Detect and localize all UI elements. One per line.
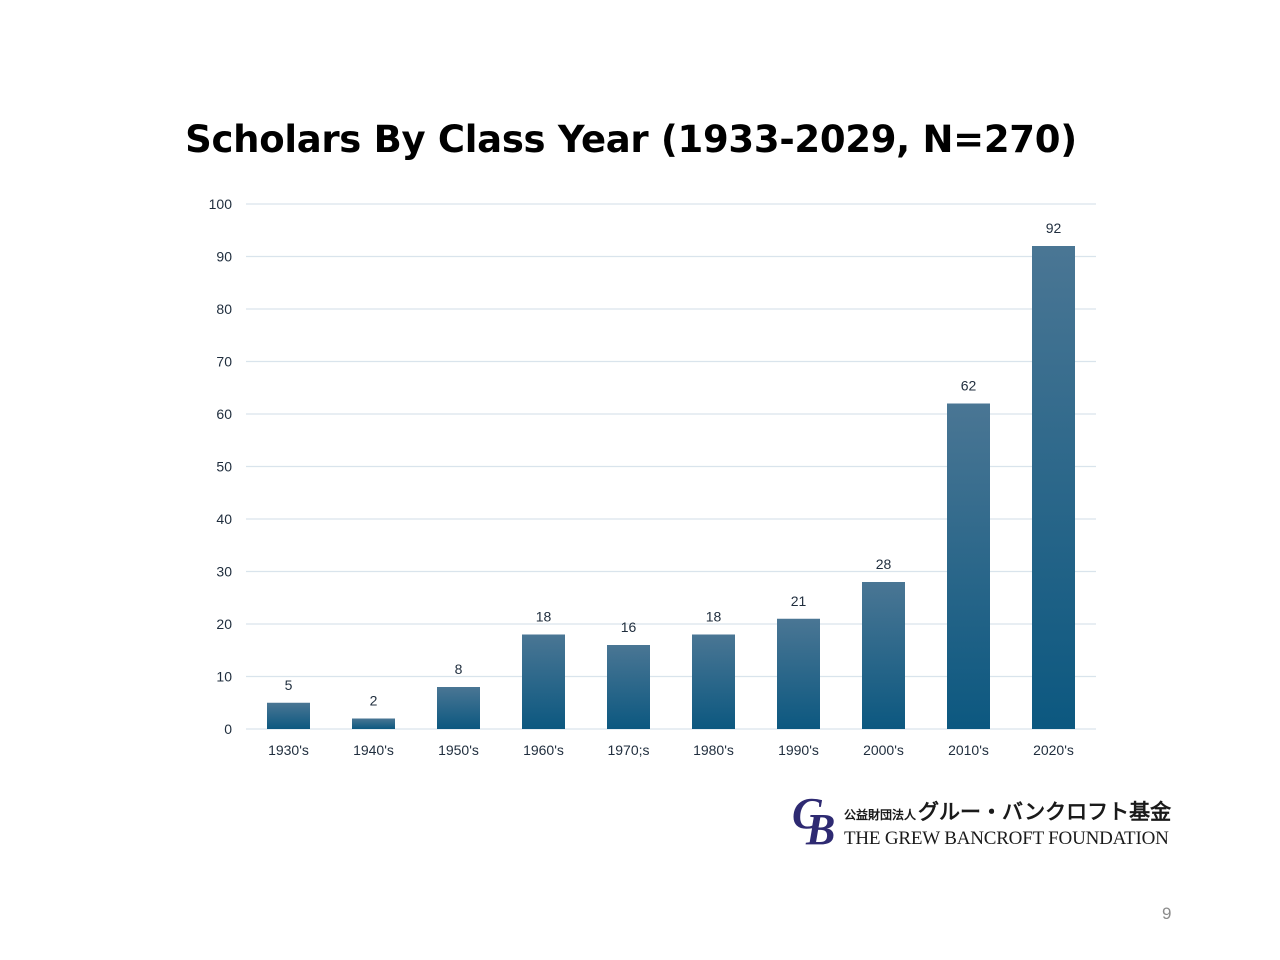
bar [352, 718, 395, 729]
gb-monogram-icon: G B [792, 789, 836, 854]
bar [947, 403, 990, 729]
y-tick-label: 100 [209, 196, 233, 212]
data-label: 92 [1046, 220, 1062, 236]
grew-bancroft-logo: G B 公益財団法人グルー・バンクロフト基金 THE GREW BANCROFT… [790, 789, 1171, 854]
bars [267, 246, 1075, 729]
y-tick-label: 20 [216, 616, 232, 632]
x-tick-label: 1990's [778, 742, 819, 758]
x-tick-label: 2000's [863, 742, 904, 758]
data-label: 8 [455, 661, 463, 677]
data-label: 16 [621, 619, 637, 635]
bar [522, 634, 565, 729]
slide-title: Scholars By Class Year (1933-2029, N=270… [185, 118, 1077, 161]
x-tick-label: 1970;s [607, 742, 649, 758]
logo-jp-name: グルー・バンクロフト基金 [918, 799, 1172, 824]
logo-english-name: THE GREW BANCROFT FOUNDATION [844, 828, 1169, 849]
bar [437, 687, 480, 729]
bar [267, 702, 310, 729]
data-label: 18 [706, 609, 722, 625]
bar [862, 582, 905, 729]
x-tick-label: 1980's [693, 742, 734, 758]
data-label: 28 [876, 556, 892, 572]
x-tick-label: 1940's [353, 742, 394, 758]
y-tick-label: 0 [224, 721, 232, 737]
y-tick-label: 50 [216, 459, 232, 475]
gridlines [246, 203, 1096, 730]
y-axis-ticks: 0 10 20 30 40 50 60 70 80 90 100 [209, 196, 233, 737]
data-label: 18 [536, 609, 552, 625]
y-tick-label: 60 [216, 406, 232, 422]
logo-jp-prefix: 公益財団法人 [844, 808, 917, 822]
y-tick-label: 10 [216, 669, 232, 685]
x-tick-label: 2020's [1033, 742, 1074, 758]
data-label: 2 [370, 693, 378, 709]
x-tick-label: 1930's [268, 742, 309, 758]
page-number: 9 [1162, 904, 1172, 923]
bar [692, 634, 735, 729]
y-tick-label: 70 [216, 354, 232, 370]
y-tick-label: 80 [216, 301, 232, 317]
logo-japanese-name: 公益財団法人グルー・バンクロフト基金 [844, 796, 1171, 826]
y-tick-label: 40 [216, 511, 232, 527]
data-label: 21 [791, 593, 807, 609]
bar [1032, 246, 1075, 729]
x-tick-label: 2010's [948, 742, 989, 758]
bar [607, 645, 650, 729]
x-axis-ticks: 1930's 1940's 1950's 1960's 1970;s 1980's 1990… [268, 742, 1074, 758]
data-label: 62 [961, 378, 977, 394]
y-tick-label: 90 [216, 249, 232, 265]
y-tick-label: 30 [216, 564, 232, 580]
bar [777, 618, 820, 729]
x-tick-label: 1960's [523, 742, 564, 758]
x-tick-label: 1950's [438, 742, 479, 758]
data-label: 5 [285, 677, 293, 693]
